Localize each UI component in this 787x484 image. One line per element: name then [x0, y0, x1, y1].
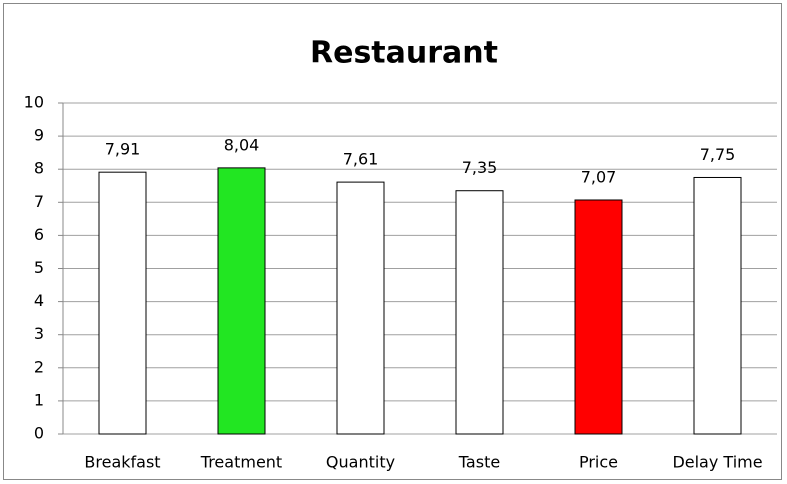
data-label: 8,04	[224, 135, 260, 154]
y-tick-label: 2	[34, 357, 44, 376]
x-tick-label: Breakfast	[84, 453, 160, 472]
chart-title: Restaurant	[310, 36, 498, 71]
data-label: 7,07	[581, 167, 617, 186]
x-tick-label: Taste	[458, 453, 500, 472]
data-label: 7,61	[343, 150, 379, 169]
data-label: 7,91	[105, 140, 141, 159]
y-tick-label: 7	[34, 192, 44, 211]
y-tick-label: 9	[34, 126, 44, 145]
bar	[455, 190, 504, 435]
data-label: 7,35	[462, 158, 498, 177]
x-tick-label: Quantity	[326, 453, 395, 472]
y-tick-label: 10	[24, 93, 44, 112]
y-tick-label: 1	[34, 390, 44, 409]
y-tick-label: 6	[34, 225, 44, 244]
y-tick-label: 4	[34, 291, 44, 310]
y-tick-label: 3	[34, 324, 44, 343]
y-tick-label: 5	[34, 258, 44, 277]
bar	[336, 181, 385, 435]
x-tick-label: Delay Time	[672, 453, 762, 472]
bar	[217, 167, 266, 435]
y-tick-label: 0	[34, 424, 44, 443]
bar	[98, 171, 147, 435]
bar	[574, 199, 623, 435]
x-tick-label: Price	[579, 453, 618, 472]
bar	[693, 176, 742, 435]
y-tick-label: 8	[34, 159, 44, 178]
x-tick-label: Treatment	[200, 453, 282, 472]
data-label: 7,75	[700, 145, 736, 164]
